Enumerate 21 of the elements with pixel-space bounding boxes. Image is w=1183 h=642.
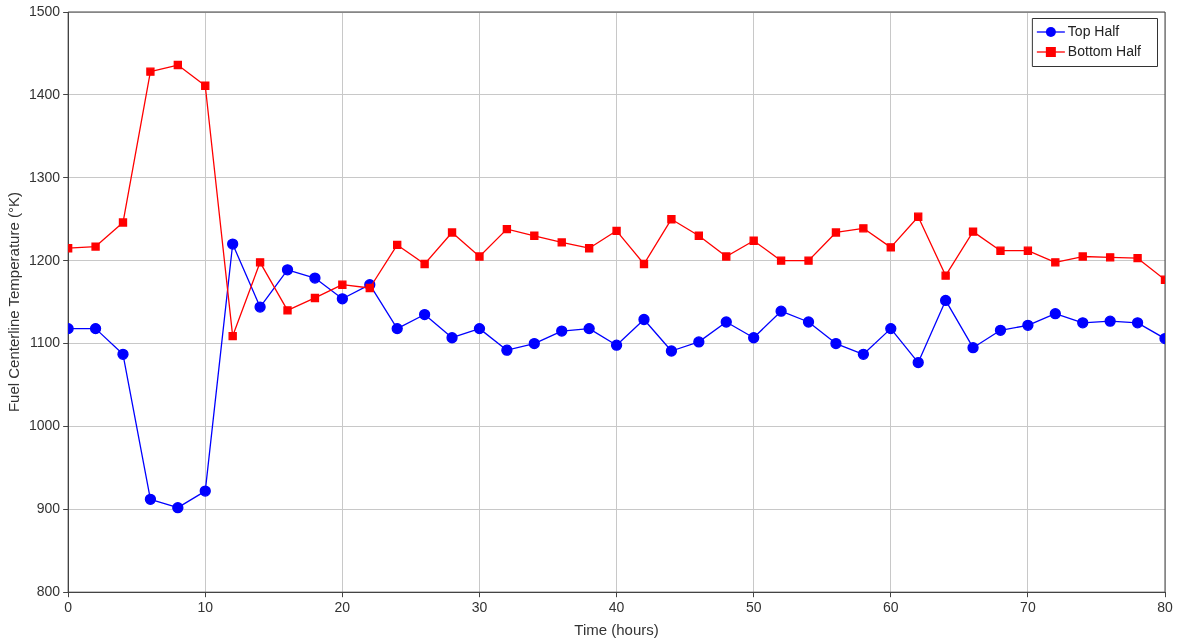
x-axis-title: Time (hours)	[574, 621, 659, 639]
x-tick-label: 80	[1157, 599, 1173, 616]
legend-label: Bottom Half	[1067, 42, 1142, 59]
y-tick-label: 1000	[28, 417, 61, 434]
legend-label: Top Half	[1067, 22, 1120, 39]
x-tick-label: 10	[197, 599, 214, 616]
x-tick-label: 20	[334, 599, 351, 616]
y-tick-label: 800	[36, 583, 61, 600]
x-tick-label: 0	[64, 599, 73, 616]
y-tick-label: 900	[36, 500, 61, 517]
x-tick-label: 50	[745, 599, 762, 616]
y-tick-label: 1400	[28, 85, 61, 102]
x-tick-label: 40	[608, 599, 625, 616]
y-tick-label: 1100	[30, 334, 61, 351]
x-tick-label: 60	[883, 599, 899, 616]
y-tick-label: 1500	[28, 2, 61, 19]
y-axis-title: Fuel Centerline Temperature (°K)	[5, 192, 23, 413]
x-tick-label: 30	[471, 599, 488, 616]
x-tick-label: 70	[1020, 599, 1036, 616]
y-tick-label: 1300	[28, 168, 61, 185]
y-tick-label: 1200	[28, 251, 61, 268]
